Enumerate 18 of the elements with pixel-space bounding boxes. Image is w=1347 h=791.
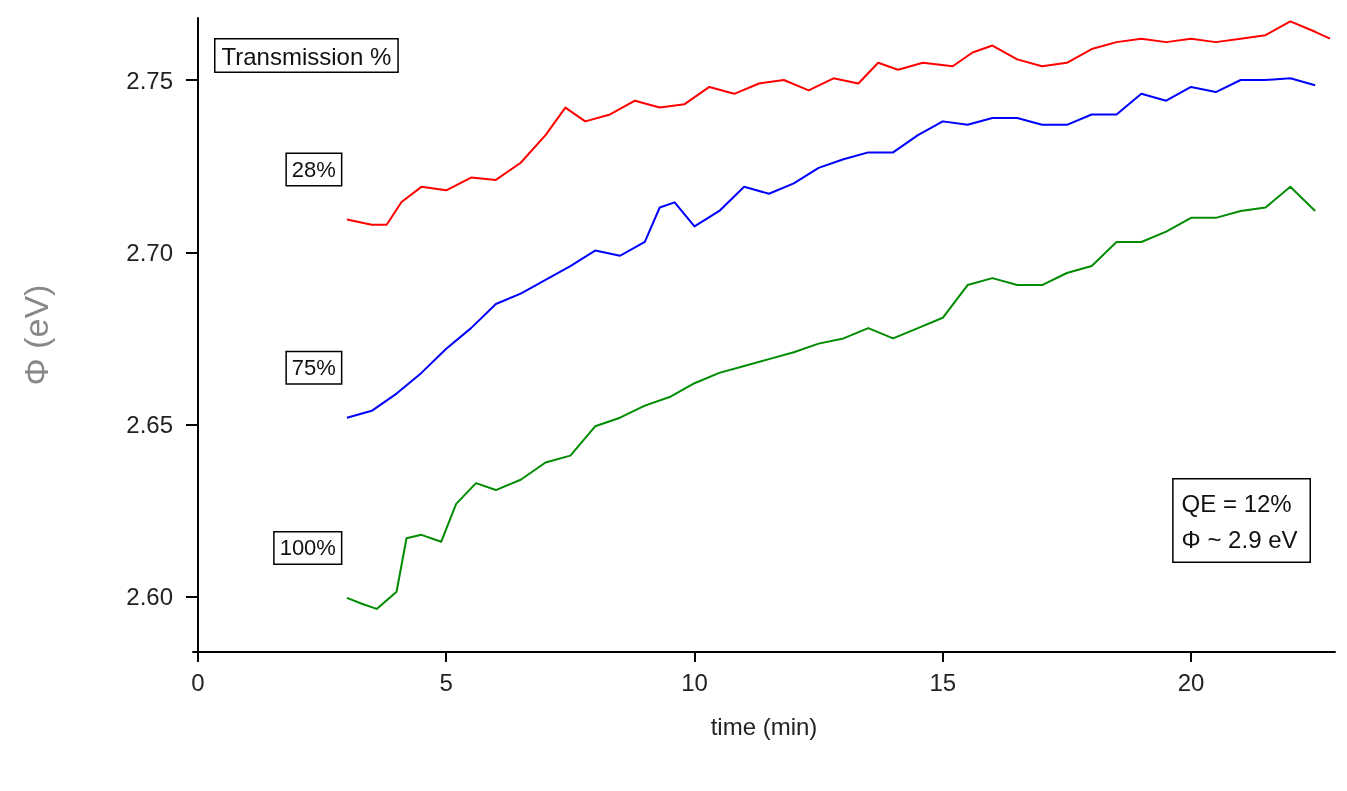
legend-title: Transmission % <box>221 43 392 70</box>
line-series <box>345 185 1317 610</box>
x-axis-title: time (min) <box>710 712 818 740</box>
x-tick-label: 0 <box>191 668 205 696</box>
annotation: QE = 12% Φ ~ 2.9 eV <box>1181 490 1298 553</box>
series-label: 28% <box>291 157 336 183</box>
series-label: 100% <box>279 535 336 561</box>
series-label: 75% <box>291 355 336 381</box>
x-tick-label: 5 <box>439 668 453 696</box>
y-tick-label: 2.65 <box>126 411 173 439</box>
x-tick-label: 15 <box>929 668 957 696</box>
line-series <box>345 77 1317 419</box>
y-tick-label: 2.75 <box>126 66 173 94</box>
y-tick-label: 2.60 <box>126 583 173 611</box>
x-tick-label: 20 <box>1177 668 1205 696</box>
y-tick-label: 2.70 <box>126 238 173 266</box>
y-axis-title: Φ (eV) <box>17 284 55 386</box>
x-tick-label: 10 <box>681 668 708 696</box>
